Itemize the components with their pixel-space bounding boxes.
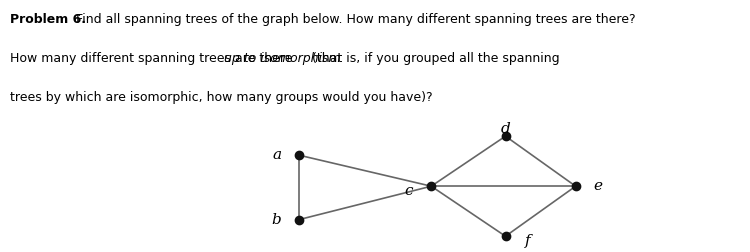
Text: b: b: [272, 212, 281, 227]
Text: f: f: [526, 234, 531, 248]
Text: How many different spanning trees are there: How many different spanning trees are th…: [10, 52, 296, 65]
Text: Problem 6.: Problem 6.: [10, 13, 86, 26]
Text: Find all spanning trees of the graph below. How many different spanning trees ar: Find all spanning trees of the graph bel…: [72, 13, 635, 26]
Text: (that is, if you grouped all the spanning: (that is, if you grouped all the spannin…: [308, 52, 559, 65]
Text: e: e: [594, 179, 603, 193]
Text: c: c: [404, 184, 412, 198]
Text: a: a: [272, 148, 281, 162]
Text: d: d: [501, 122, 511, 136]
Text: trees by which are isomorphic, how many groups would you have)?: trees by which are isomorphic, how many …: [10, 91, 432, 104]
Text: up to isomorphism: up to isomorphism: [224, 52, 340, 65]
